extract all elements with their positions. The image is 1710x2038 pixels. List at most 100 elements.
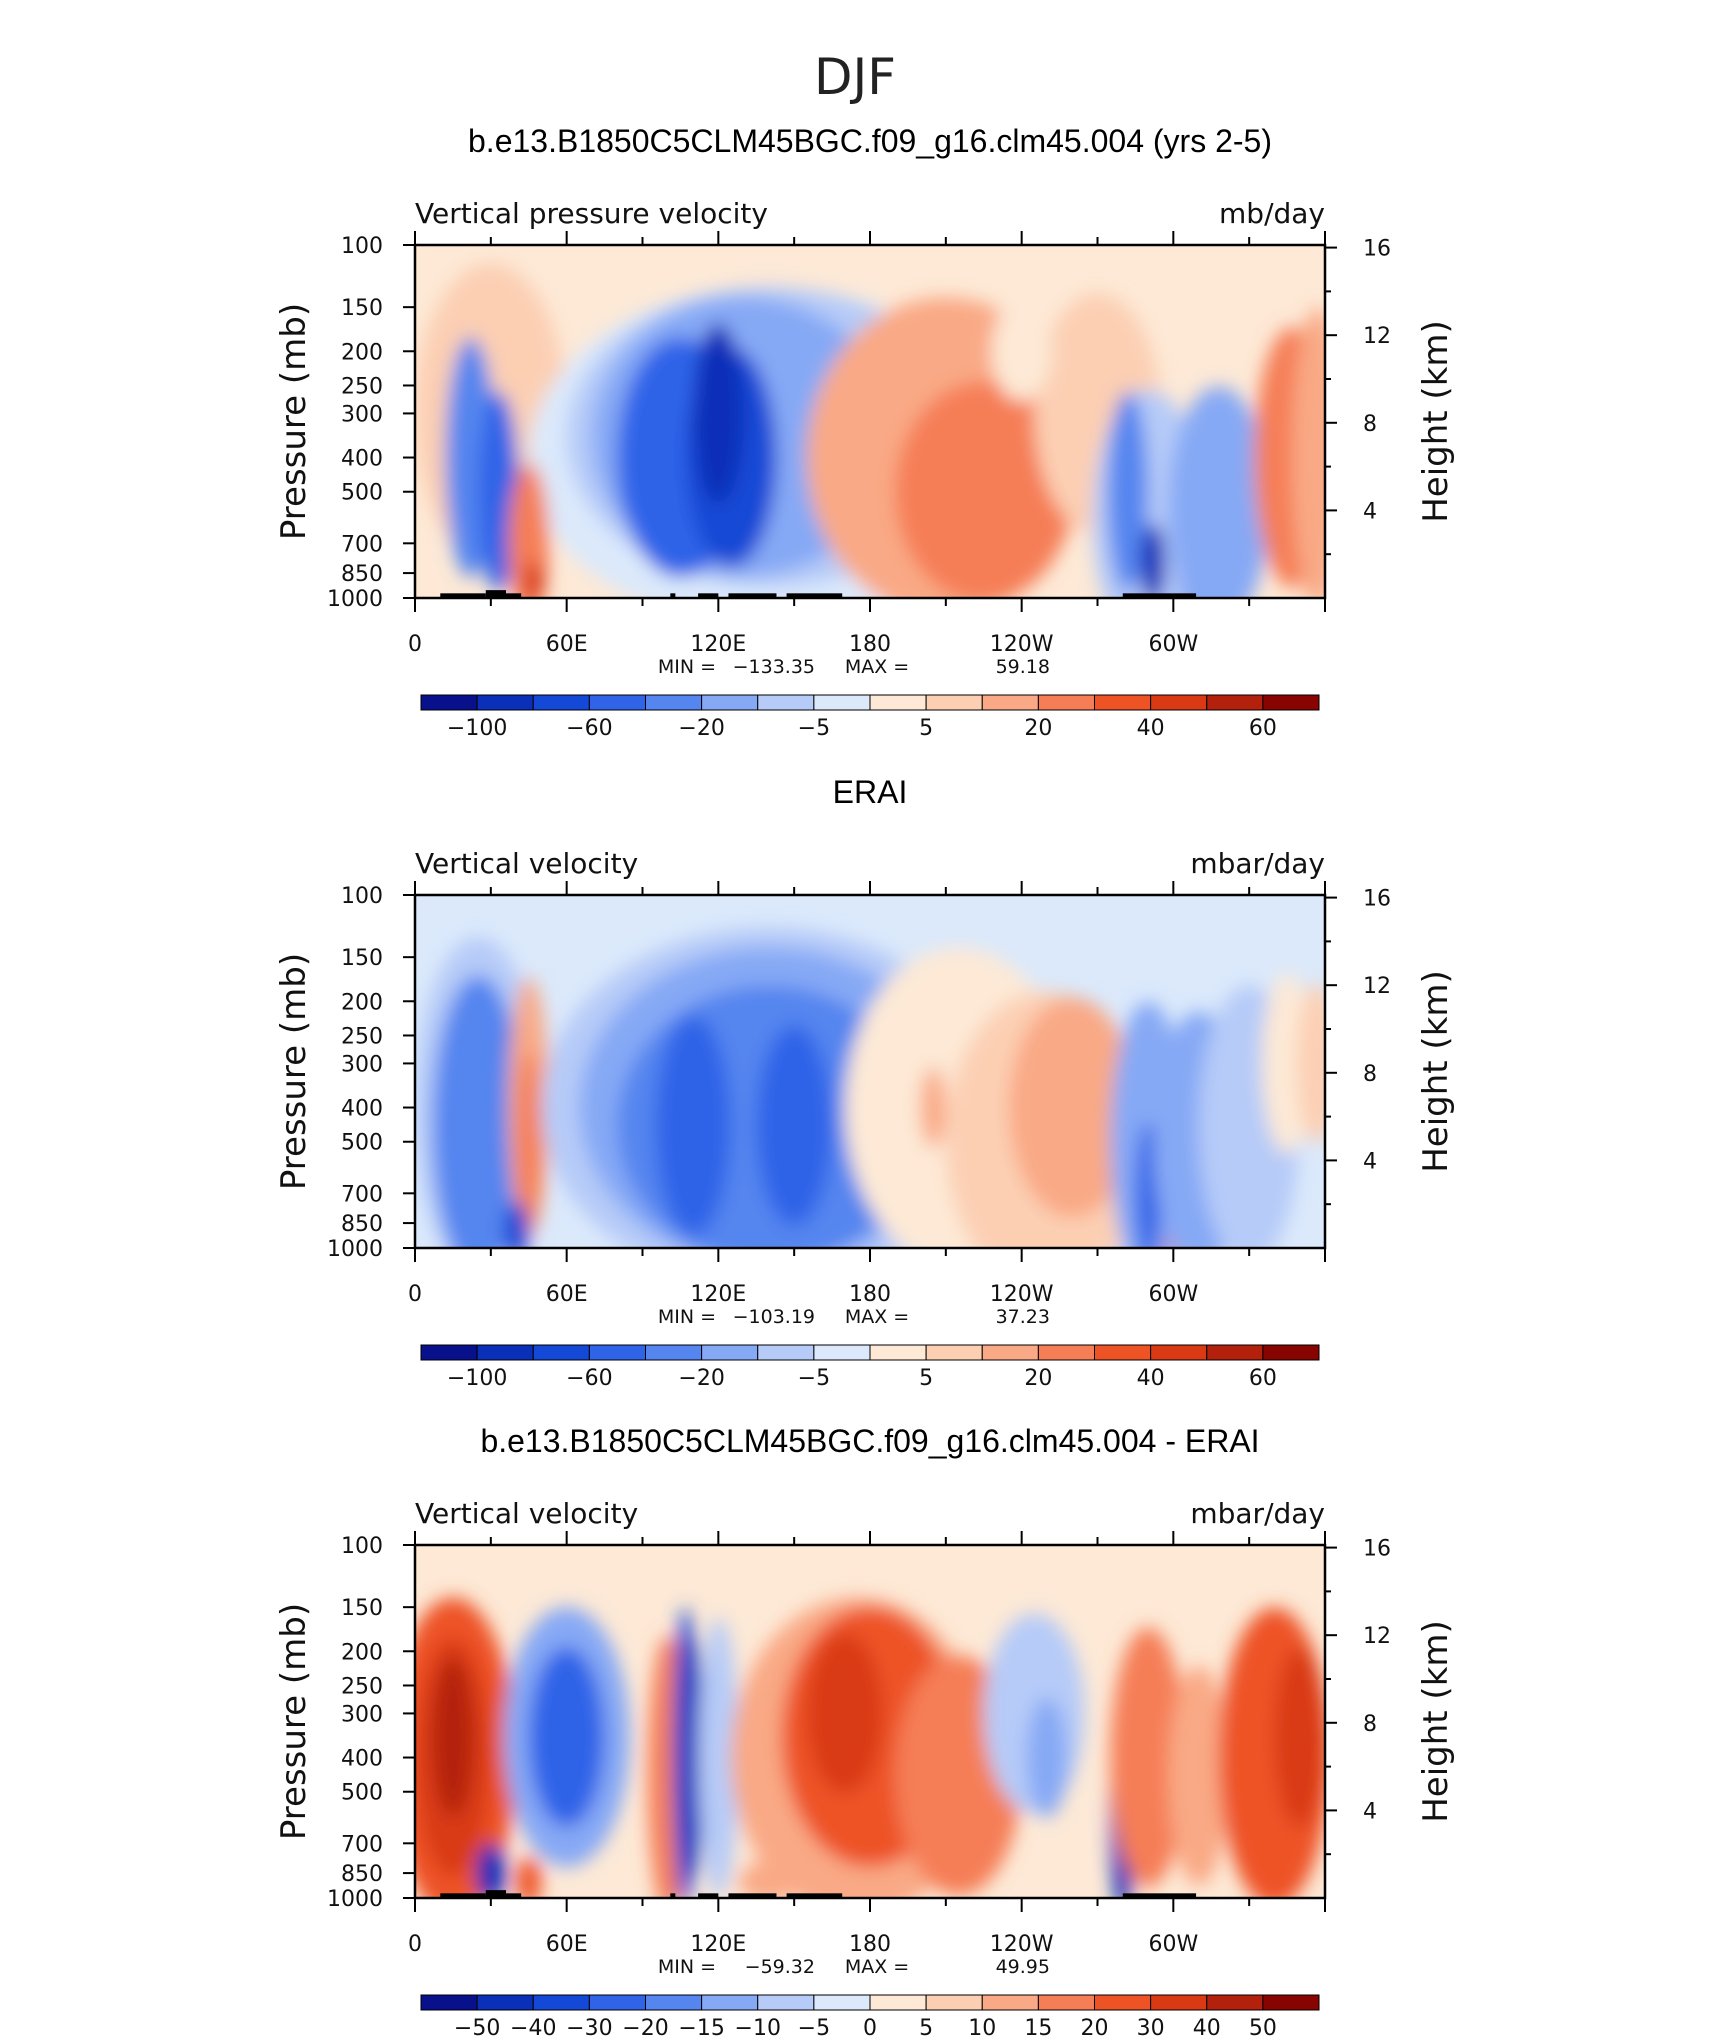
y-tick-label: 100	[341, 234, 383, 259]
colorbar-swatch	[1094, 1344, 1152, 1361]
x-tick-label: 60W	[1148, 632, 1198, 657]
colorbar-swatch	[532, 1344, 590, 1361]
min-value: −103.19	[733, 1306, 815, 1328]
colorbar-swatch	[813, 694, 871, 711]
min-value: −59.32	[745, 1956, 815, 1978]
panel-title: ERAI	[833, 774, 908, 810]
colorbar-label: −100	[447, 1366, 507, 1391]
colorbar-label: 40	[1137, 1366, 1165, 1391]
topography	[506, 593, 522, 598]
y-tick-label: 1000	[327, 1887, 383, 1912]
y-tick-label: 1000	[327, 587, 383, 612]
y-tick-label: 250	[341, 1024, 383, 1049]
max-label: MAX =	[845, 1956, 909, 1978]
colorbar-swatch	[1094, 694, 1152, 711]
colorbar-label: 0	[863, 2016, 877, 2038]
right-tick-label: 12	[1363, 324, 1391, 349]
colorbar-swatch	[1262, 1344, 1320, 1361]
colorbar-label: −5	[798, 1366, 830, 1391]
colorbar: −100 −60 −20 −5 5 20 40 60	[420, 1344, 1320, 1391]
topography	[1122, 1893, 1197, 1898]
colorbar-swatch	[757, 694, 815, 711]
topography	[728, 593, 777, 598]
suptitle: DJF	[814, 48, 896, 106]
y-tick-label: 850	[341, 1862, 383, 1887]
colorbar-swatch	[757, 1344, 815, 1361]
y-tick-label: 500	[341, 1781, 383, 1806]
contour-region	[516, 1051, 542, 1232]
y-tick-label: 150	[341, 946, 383, 971]
x-tick-label: 60E	[546, 1282, 588, 1307]
colorbar-swatch	[701, 1994, 759, 2011]
x-tick-label: 120E	[690, 1932, 746, 1957]
y-axis-label-right: Height (km)	[1416, 320, 1456, 523]
y-tick-label: 250	[341, 374, 383, 399]
colorbar-swatch	[1150, 1994, 1208, 2011]
y-tick-label: 700	[341, 1832, 383, 1857]
contour-region	[1110, 1627, 1186, 1888]
contour-region	[523, 561, 544, 598]
y-tick-label: 400	[341, 1097, 383, 1122]
colorbar-swatch	[981, 694, 1039, 711]
y-tick-label: 400	[341, 1747, 383, 1772]
colorbar-swatch	[869, 1344, 927, 1361]
colorbar-label: −100	[447, 716, 507, 741]
colorbar-label: 20	[1024, 716, 1052, 741]
colorbar-label: 5	[919, 1366, 933, 1391]
y-tick-label: 100	[341, 884, 383, 909]
x-tick-label: 60E	[546, 1932, 588, 1957]
topography	[485, 1890, 506, 1898]
y-tick-label: 500	[341, 481, 383, 506]
colorbar-label: −40	[510, 2016, 556, 2038]
contour-region	[1140, 523, 1166, 598]
x-tick-label: 120W	[990, 1282, 1054, 1307]
colorbar-label: 30	[1137, 2016, 1165, 2038]
colorbar-swatch	[1150, 694, 1208, 711]
contour-region	[475, 1843, 506, 1898]
colorbar-swatch	[1206, 1994, 1264, 2011]
units-label: mbar/day	[1190, 847, 1325, 880]
variable-label: Vertical velocity	[415, 1497, 638, 1530]
contour-region	[806, 1633, 883, 1794]
y-axis-label: Pressure (mb)	[274, 953, 314, 1190]
colorbar-swatch	[1150, 1344, 1208, 1361]
right-tick-label: 8	[1363, 1062, 1377, 1087]
right-tick-label: 12	[1363, 1624, 1391, 1649]
colorbar-swatch	[981, 1994, 1039, 2011]
y-tick-label: 100	[341, 1534, 383, 1559]
variable-label: Vertical velocity	[415, 847, 638, 880]
topography	[506, 1893, 522, 1898]
colorbar-swatch	[1262, 1994, 1320, 2011]
colorbar-label: 60	[1249, 1366, 1277, 1391]
min-value: −133.35	[733, 656, 815, 678]
contour-field: 0 60E 120E 180 120W 60W 100 150 200 250 300 400 500 7…	[274, 881, 1456, 1328]
colorbar-swatch	[645, 1994, 703, 2011]
y-tick-label: 400	[341, 447, 383, 472]
topography	[440, 593, 486, 598]
panel-title: b.e13.B1850C5CLM45BGC.f09_g16.clm45.004 …	[480, 1423, 1259, 1459]
max-value: 37.23	[996, 1306, 1050, 1328]
topography	[786, 593, 843, 598]
y-axis-label-right: Height (km)	[1416, 970, 1456, 1173]
colorbar-swatch	[476, 694, 534, 711]
x-tick-label: 0	[408, 1282, 422, 1307]
max-value: 49.95	[996, 1956, 1050, 1978]
colorbar-label: −20	[622, 2016, 668, 2038]
contour-region	[528, 1647, 605, 1828]
y-axis-label-right: Height (km)	[1416, 1620, 1456, 1823]
contour-region	[895, 381, 1073, 598]
max-label: MAX =	[845, 656, 909, 678]
colorbar-swatch	[420, 1994, 478, 2011]
units-label: mb/day	[1219, 197, 1325, 230]
topography	[698, 1893, 719, 1898]
x-tick-label: 60E	[546, 632, 588, 657]
y-tick-label: 300	[341, 1702, 383, 1727]
colorbar-swatch	[925, 1344, 983, 1361]
colorbar: −100 −60 −20 −5 5 20 40 60	[420, 694, 1320, 741]
contour-region	[508, 463, 549, 598]
panel-3: b.e13.B1850C5CLM45BGC.f09_g16.clm45.004 …	[274, 1423, 1456, 2038]
colorbar-swatch	[532, 694, 590, 711]
contour-region	[991, 301, 1052, 402]
colorbar-swatch	[588, 1344, 646, 1361]
colorbar-swatch	[869, 694, 927, 711]
